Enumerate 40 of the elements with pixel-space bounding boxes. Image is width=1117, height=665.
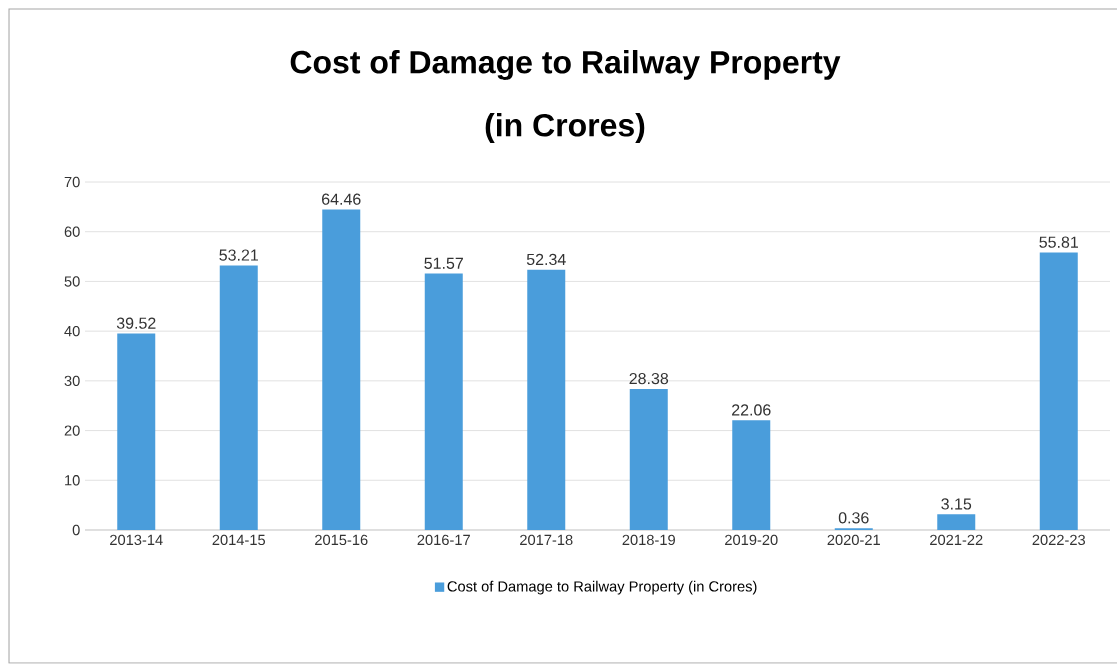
data-label: 52.34 bbox=[526, 253, 566, 266]
data-label: 3.15 bbox=[941, 498, 972, 510]
data-label: 55.81 bbox=[1039, 236, 1078, 248]
bar bbox=[629, 388, 668, 530]
y-tick-label: 50 bbox=[64, 276, 80, 287]
data-label: 53.21 bbox=[219, 249, 258, 261]
x-tick-label: 2018-19 bbox=[622, 534, 675, 546]
x-tick-label: 2013-14 bbox=[110, 534, 163, 546]
x-tick-label: 2014-15 bbox=[212, 534, 266, 546]
data-label: 39.52 bbox=[116, 317, 156, 329]
x-tick-label: 2020-21 bbox=[827, 534, 880, 546]
y-tick-label: 20 bbox=[64, 425, 80, 436]
x-tick-label: 2019-20 bbox=[725, 534, 778, 546]
bar bbox=[424, 273, 463, 530]
data-label: 22.06 bbox=[732, 404, 771, 416]
bar bbox=[527, 269, 566, 530]
x-tick-label: 2016-17 bbox=[417, 534, 470, 546]
data-label: 28.38 bbox=[629, 372, 669, 385]
x-tick-label: 2022-23 bbox=[1032, 534, 1086, 546]
y-tick-label: 60 bbox=[64, 226, 80, 237]
data-label: 64.46 bbox=[322, 193, 361, 205]
y-tick-label: 40 bbox=[64, 325, 80, 337]
bar bbox=[732, 420, 771, 530]
x-tick-label: 2017-18 bbox=[520, 534, 573, 546]
x-tick-label: 2015-16 bbox=[315, 534, 368, 546]
x-tick-label: 2021-22 bbox=[930, 534, 983, 546]
y-tick-label: 30 bbox=[64, 375, 80, 387]
y-tick-label: 0 bbox=[72, 524, 80, 536]
chart-title: Cost of Damage to Railway Property bbox=[290, 50, 841, 80]
data-label: 0.36 bbox=[838, 512, 869, 524]
bar bbox=[219, 265, 258, 530]
data-label: 51.57 bbox=[424, 257, 463, 269]
y-tick-label: 10 bbox=[65, 475, 80, 486]
chart-subtitle: (in Crores) bbox=[485, 113, 645, 143]
y-tick-label: 70 bbox=[64, 176, 80, 188]
bar bbox=[117, 333, 156, 530]
bar bbox=[937, 514, 976, 530]
bar bbox=[322, 209, 361, 530]
bar bbox=[1039, 252, 1078, 530]
legend-label: Cost of Damage to Railway Property (in Crores) bbox=[447, 580, 757, 595]
